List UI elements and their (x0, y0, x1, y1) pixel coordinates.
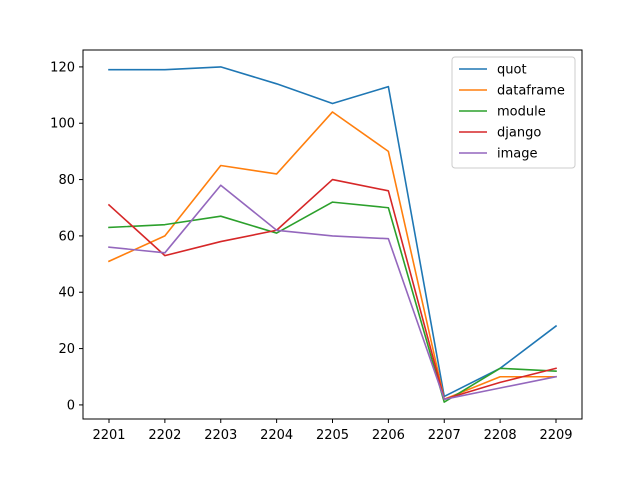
series-lines (107, 66, 558, 403)
y-tick-label: 80 (58, 173, 75, 188)
x-tick-label: 2207 (428, 428, 461, 443)
x-tick-label: 2203 (204, 428, 237, 443)
y-tick-label: 60 (58, 229, 75, 244)
y-tick-label: 20 (58, 342, 75, 357)
x-axis: 2201 2202 2203 2204 2205 2206 2207 2208 2209 (92, 419, 573, 443)
y-tick-label: 40 (58, 286, 75, 301)
x-tick-label: 2201 (92, 428, 125, 443)
x-tick-label: 2204 (260, 428, 293, 443)
x-tick-label: 2205 (316, 428, 349, 443)
legend-label-quot: quot (497, 63, 527, 78)
legend-label-image: image (497, 147, 538, 162)
x-tick-label: 2209 (539, 428, 572, 443)
legend-box (451, 56, 576, 169)
series-line-quot (108, 66, 558, 398)
series-line-dataframe (107, 111, 557, 401)
y-axis: 0 20 40 60 80 100 120 (50, 60, 83, 413)
legend-label-django: django (497, 126, 541, 141)
legend-label-dataframe: dataframe (497, 84, 565, 99)
y-tick-label: 100 (50, 117, 75, 132)
legend-label-module: module (497, 105, 546, 120)
x-tick-label: 2208 (484, 428, 517, 443)
x-tick-label: 2202 (148, 428, 181, 443)
y-tick-label: 120 (50, 60, 75, 75)
x-tick-label: 2206 (372, 428, 405, 443)
y-tick-label: 0 (67, 398, 75, 413)
legend: quot dataframe module django image (451, 56, 576, 169)
series-line-django (107, 178, 557, 401)
series-line-module (108, 201, 557, 403)
series-line-image (108, 184, 557, 401)
